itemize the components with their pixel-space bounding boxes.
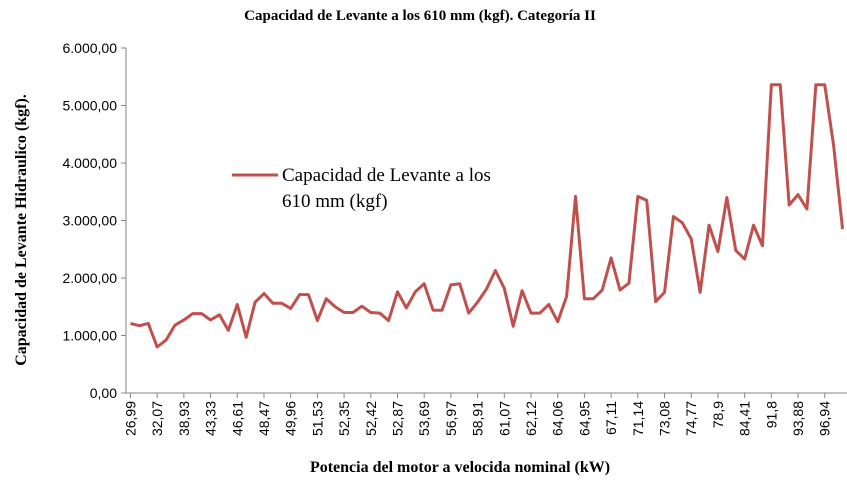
x-tick-label: 52,35 [336, 401, 352, 436]
x-tick-label: 32,07 [149, 401, 165, 436]
x-tick-label: 49,96 [283, 401, 299, 436]
data-line [130, 83, 845, 349]
y-tick-label: 4.000,00 [63, 155, 118, 171]
x-tick-label: 52,42 [363, 401, 379, 436]
x-tick-label: 84,41 [737, 401, 753, 436]
x-tick-label: 78,9 [710, 401, 726, 428]
x-tick-label: 71,14 [630, 401, 646, 436]
x-tick-label: 73,08 [657, 401, 673, 436]
x-tick-label: 64,95 [576, 401, 592, 436]
x-tick-label: 62,12 [523, 401, 539, 436]
x-tick-label: 52,87 [389, 401, 405, 436]
x-tick-label: 93,88 [790, 401, 806, 436]
y-axis-label: Capacidad de Levante Hidraulico (kgf). [13, 94, 30, 366]
x-tick-label: 53,69 [416, 401, 432, 436]
x-tick-label: 38,93 [176, 401, 192, 436]
x-tick-label: 58,91 [470, 401, 486, 436]
x-tick-label: 67,11 [603, 401, 619, 435]
x-axis-label: Potencia del motor a velocida nominal (k… [310, 459, 610, 476]
y-tick-label: 2.000,00 [63, 270, 118, 286]
x-tick-label: 51,53 [309, 401, 325, 436]
x-tick-label: 26,99 [122, 401, 138, 436]
x-tick-label: 74,77 [683, 401, 699, 436]
x-tick-label: 56,97 [443, 401, 459, 436]
y-tick-label: 0,00 [90, 385, 117, 401]
chart-title: Capacidad de Levante a los 610 mm (kgf).… [244, 8, 596, 24]
x-tick-label: 96,94 [817, 401, 833, 436]
x-tick-label: 91,8 [763, 401, 779, 428]
legend-label: Capacidad de Levante a los 610 mm (kgf) [282, 165, 491, 212]
x-tick-label: 61,07 [496, 401, 512, 436]
x-tick-label: 46,61 [229, 401, 245, 436]
y-tick-label: 3.000,00 [63, 213, 118, 229]
x-tick-label: 43,33 [203, 401, 219, 436]
y-tick-label: 6.000,00 [63, 40, 118, 56]
x-tick-label: 64,06 [550, 401, 566, 436]
x-tick-label: 48,47 [256, 401, 272, 436]
y-tick-label: 1.000,00 [63, 328, 118, 344]
y-tick-label: 5.000,00 [63, 98, 118, 114]
